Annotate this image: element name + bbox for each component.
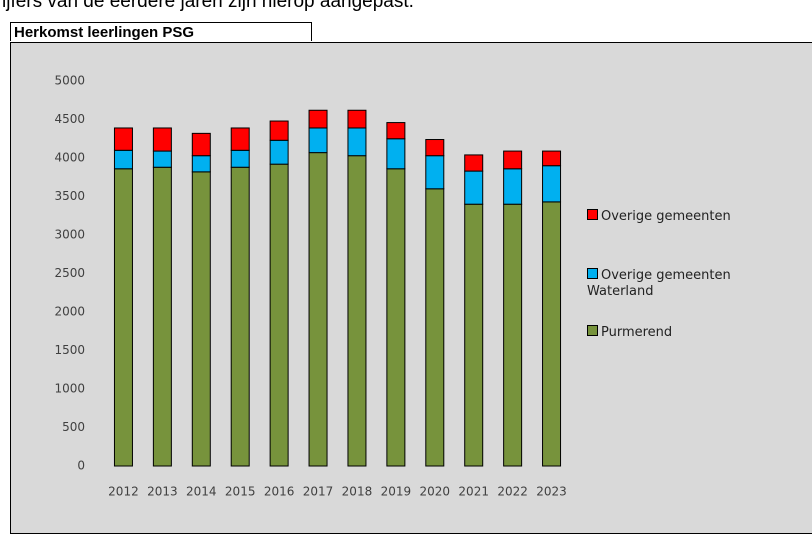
legend-item: Overige gemeenten (587, 209, 757, 225)
bar-segment (503, 203, 523, 467)
legend-label: Purmerend (601, 325, 673, 340)
x-tick-label: 2021 (458, 485, 489, 499)
y-tick-label: 2000 (54, 305, 85, 319)
x-tick-label: 2019 (381, 485, 412, 499)
bar-segment (425, 155, 445, 190)
bar-segment (542, 201, 562, 467)
y-tick-label: 3500 (54, 189, 85, 203)
bar-segment (425, 139, 445, 157)
legend-item: Purmerend (587, 325, 757, 341)
bar-segment (230, 166, 250, 467)
x-tick-label: 2016 (264, 485, 295, 499)
x-tick-label: 2018 (342, 485, 373, 499)
bar-segment (542, 165, 562, 203)
bar-segment (269, 120, 289, 141)
x-tick-label: 2013 (147, 485, 178, 499)
bar-segment (464, 203, 484, 467)
bar-segment (347, 155, 367, 467)
bar-segment (191, 155, 211, 173)
x-tick-label: 2020 (420, 485, 451, 499)
bar-segment (308, 109, 328, 129)
y-tick-label: 4500 (54, 112, 85, 126)
y-tick-label: 500 (62, 420, 85, 434)
bar-segment (230, 127, 250, 151)
legend-swatch (587, 325, 598, 336)
caption: ijfers van de eerdere jaren zijn hierop … (2, 0, 414, 12)
bar-segment (464, 154, 484, 172)
bar-segment (503, 168, 523, 205)
bar-segment (464, 170, 484, 205)
bar-segment (347, 127, 367, 157)
chart-title: Herkomst leerlingen PSG (10, 22, 312, 41)
legend-swatch (587, 209, 598, 220)
x-tick-label: 2017 (303, 485, 334, 499)
bar-segment (386, 122, 406, 140)
y-tick-label: 0 (77, 459, 85, 473)
bar-segment (113, 168, 133, 467)
x-tick-label: 2015 (225, 485, 256, 499)
bar-segment (269, 163, 289, 467)
bar-segment (191, 171, 211, 467)
bar-segment (425, 188, 445, 467)
bar-segment (386, 168, 406, 467)
y-tick-label: 5000 (54, 74, 85, 88)
bar-segment (542, 150, 562, 167)
bar-segment (152, 166, 172, 467)
x-tick-label: 2012 (108, 485, 139, 499)
bar-segment (308, 127, 328, 154)
bar-segment (503, 150, 523, 170)
bar-segment (152, 150, 172, 168)
bar-segment (152, 127, 172, 152)
x-tick-label: 2014 (186, 485, 217, 499)
x-tick-label: 2022 (497, 485, 528, 499)
y-tick-label: 3000 (54, 228, 85, 242)
bar-segment (113, 149, 133, 170)
bar-segment (191, 132, 211, 157)
legend-label: Overige gemeenten (601, 209, 731, 224)
bar-segment (230, 149, 250, 168)
legend-item: Overige gemeenten Waterland (587, 268, 757, 300)
x-tick-label: 2023 (536, 485, 567, 499)
y-tick-label: 4000 (54, 151, 85, 165)
bar-segment (308, 152, 328, 467)
bar-segment (347, 109, 367, 129)
y-tick-label: 1500 (54, 343, 85, 357)
y-tick-label: 2500 (54, 266, 85, 280)
chart: 0 500 1000 1500 2000 2500 3000 3500 4000 4500 5000… (54, 74, 567, 499)
bar-segment (269, 139, 289, 165)
bar-segment (113, 127, 133, 151)
legend-label: Overige gemeenten Waterland (587, 268, 731, 299)
y-tick-label: 1000 (54, 382, 85, 396)
legend-swatch (587, 268, 598, 279)
bar-segment (386, 138, 406, 170)
